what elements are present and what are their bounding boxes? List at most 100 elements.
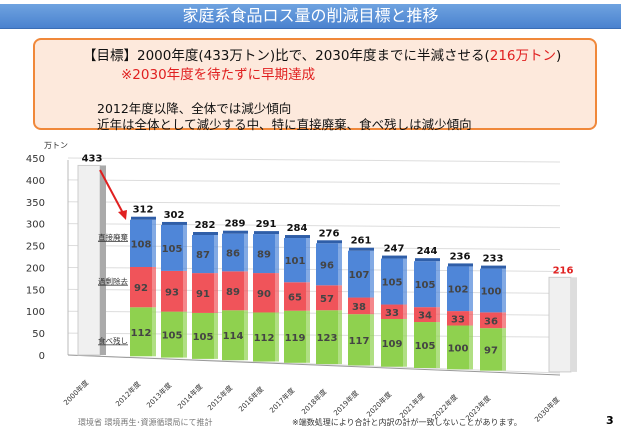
bar-segment-直接廃棄 bbox=[222, 233, 244, 272]
bar-segment-食べ残し bbox=[161, 311, 183, 358]
bar-segment-過剰除去 bbox=[253, 273, 275, 313]
bar-segment-直接廃棄 bbox=[381, 258, 403, 305]
bar-side-2000年度 bbox=[100, 165, 106, 355]
total-label: 236 bbox=[450, 251, 471, 262]
bar-segment-side bbox=[370, 297, 374, 315]
goal-text: 【目標】2000年度(433万トン)比で、2030年度までに半減させる(216万… bbox=[83, 44, 561, 64]
total-label: 284 bbox=[287, 223, 308, 234]
segment-label: 90 bbox=[257, 289, 271, 300]
segment-label: 33 bbox=[385, 308, 399, 319]
segment-label: 65 bbox=[288, 292, 302, 303]
bar-segment-直接廃棄 bbox=[414, 261, 436, 308]
segment-label: 105 bbox=[382, 278, 403, 289]
segment-label: 36 bbox=[484, 316, 498, 327]
bar-segment-side bbox=[469, 325, 473, 370]
total-label: 433 bbox=[82, 153, 103, 164]
bar-segment-食べ残し bbox=[381, 318, 403, 367]
segment-label: 119 bbox=[285, 333, 306, 344]
bar-2030年度 bbox=[548, 276, 572, 373]
bar-top bbox=[349, 247, 374, 251]
segment-label: 34 bbox=[418, 311, 432, 322]
bar-segment-直接廃棄 bbox=[284, 238, 306, 283]
bar-segment-直接廃棄 bbox=[161, 224, 183, 271]
bar-segment-食べ残し bbox=[130, 307, 152, 357]
segment-label: 93 bbox=[165, 287, 179, 298]
bar-segment-side bbox=[469, 311, 473, 326]
x-tick-label: 2020年度 bbox=[365, 390, 394, 419]
bar-top bbox=[131, 216, 156, 220]
y-tick-label: 300 bbox=[26, 220, 45, 231]
bar-segment-過剰除去 bbox=[447, 311, 469, 326]
x-tick-label: 2019年度 bbox=[332, 388, 361, 417]
bar-segment-食べ残し bbox=[192, 312, 214, 359]
bar-segment-直接廃棄 bbox=[253, 234, 275, 274]
bar-segment-過剰除去 bbox=[414, 307, 436, 323]
bar-segment-過剰除去 bbox=[316, 285, 338, 311]
x-tick-label: 2012年度 bbox=[114, 379, 143, 408]
segment-label: 105 bbox=[415, 280, 436, 291]
segment-label: 105 bbox=[415, 341, 436, 352]
bar-segment-直接廃棄 bbox=[130, 219, 152, 267]
bar-top bbox=[193, 232, 218, 236]
x-tick-label: 2017年度 bbox=[268, 386, 297, 415]
total-label: 247 bbox=[384, 244, 405, 255]
bar-segment-side bbox=[306, 282, 310, 311]
bar-segment-食べ残し bbox=[222, 310, 244, 361]
goal-suffix: ) bbox=[556, 48, 562, 64]
bar-segment-過剰除去 bbox=[192, 273, 214, 313]
segment-label: 89 bbox=[226, 287, 240, 298]
bar-segment-side bbox=[275, 273, 279, 313]
arrow-head bbox=[118, 210, 127, 220]
source-note: 環境省 環境再生･資源循環局にて推計 bbox=[78, 418, 213, 427]
segment-label: 57 bbox=[320, 294, 334, 305]
y-tick-label: 0 bbox=[39, 351, 45, 362]
bar-segment-side bbox=[306, 310, 310, 363]
total-label: 302 bbox=[164, 210, 185, 221]
bar-top bbox=[415, 258, 440, 262]
series-label: 食べ残し bbox=[98, 335, 128, 345]
bar-segment-side bbox=[502, 268, 506, 313]
trend-arrow bbox=[99, 169, 125, 216]
x-tick-label: 2021年度 bbox=[398, 391, 427, 420]
x-tick-label: 2030年度 bbox=[533, 395, 562, 424]
page-title: 家庭系食品ロス量の削減目標と推移 bbox=[0, 4, 621, 29]
bar-segment-過剰除去 bbox=[381, 304, 403, 319]
bar-segment-食べ残し bbox=[316, 310, 338, 365]
total-label: 216 bbox=[553, 265, 574, 276]
bar-segment-過剰除去 bbox=[161, 270, 183, 312]
bar-segment-side bbox=[152, 219, 156, 267]
bar-segment-食べ残し bbox=[480, 328, 502, 371]
segment-label: 112 bbox=[131, 328, 152, 339]
bar-segment-食べ残し bbox=[348, 314, 370, 366]
x-tick-label: 2018年度 bbox=[300, 387, 329, 416]
y-tick-label: 150 bbox=[26, 285, 45, 296]
segment-label: 89 bbox=[257, 250, 271, 261]
bar-segment-過剰除去 bbox=[348, 297, 370, 315]
summary-box: 【目標】2000年度(433万トン)比で、2030年度までに半減させる(216万… bbox=[33, 38, 597, 132]
bar-segment-side bbox=[244, 271, 248, 311]
bar-top bbox=[285, 235, 310, 239]
bar-top bbox=[448, 263, 473, 267]
bar-segment-side bbox=[183, 270, 187, 312]
bar-segment-side bbox=[436, 322, 440, 368]
bar-segment-side bbox=[214, 312, 218, 359]
y-tick-label: 250 bbox=[26, 242, 45, 253]
bar-top bbox=[254, 231, 279, 235]
total-label: 233 bbox=[483, 254, 504, 265]
bar-side-2030年度 bbox=[571, 277, 577, 372]
bar-segment-side bbox=[152, 307, 156, 357]
segment-label: 107 bbox=[349, 270, 370, 281]
rounding-note: ※端数処理により合計と内訳の計が一致しないことがあります。 bbox=[292, 418, 522, 427]
bar-segment-side bbox=[436, 307, 440, 323]
bar-segment-side bbox=[183, 224, 187, 271]
segment-label: 117 bbox=[349, 336, 370, 347]
segment-label: 123 bbox=[317, 333, 338, 344]
bar-segment-過剰除去 bbox=[284, 282, 306, 311]
bar-segment-side bbox=[306, 238, 310, 283]
gridline bbox=[67, 179, 561, 185]
bar-segment-side bbox=[338, 310, 342, 365]
segment-label: 87 bbox=[196, 250, 210, 261]
total-label: 312 bbox=[133, 205, 154, 216]
y-tick-label: 450 bbox=[26, 154, 45, 165]
